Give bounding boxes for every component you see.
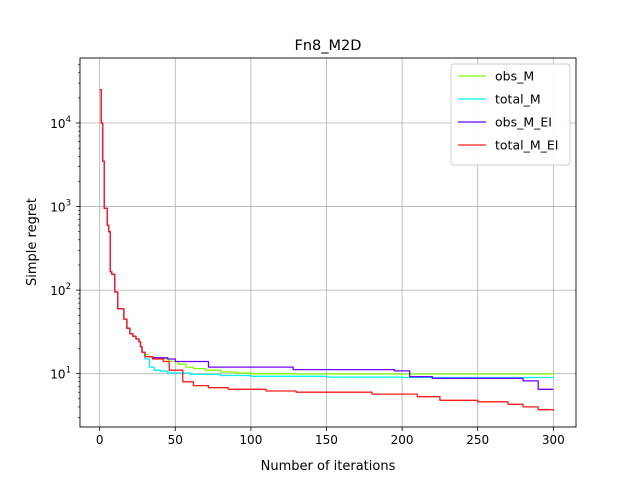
x-axis-label: Number of iterations <box>261 459 396 474</box>
legend-label-obs-m-ei: obs_M_EI <box>495 115 552 130</box>
x-tick-label: 200 <box>391 433 414 447</box>
y-tick-label: 102 <box>50 282 71 298</box>
legend-label-total-m-ei: total_M_EI <box>495 138 558 153</box>
x-tick-label: 100 <box>239 433 262 447</box>
y-tick-label: 101 <box>50 366 71 382</box>
series-line-total-m-ei <box>99 89 554 411</box>
y-axis-label: Simple regret <box>25 198 40 286</box>
y-tick-exponent: 4 <box>66 115 71 125</box>
x-tick-label: 50 <box>168 433 183 447</box>
x-tick-label: 300 <box>542 433 565 447</box>
y-tick-label: 103 <box>50 199 71 215</box>
y-tick-exponent: 1 <box>66 366 71 376</box>
y-tick-exponent: 3 <box>66 199 71 209</box>
x-tick-label: 0 <box>96 433 104 447</box>
legend-label-obs-m: obs_M <box>495 69 534 84</box>
y-tick-base: 10 <box>50 368 65 382</box>
y-tick-base: 10 <box>50 201 65 215</box>
y-tick-exponent: 2 <box>66 282 71 292</box>
chart-title: Fn8_M2D <box>295 38 362 54</box>
y-tick-base: 10 <box>50 117 65 131</box>
legend-label-total-m: total_M <box>495 92 541 107</box>
y-tick-label: 104 <box>50 115 71 131</box>
plot-area-frame <box>79 57 577 428</box>
series-layer <box>99 89 554 411</box>
x-tick-label: 250 <box>466 433 489 447</box>
legend-frame <box>450 63 571 166</box>
legend: obs_M total_M obs_M_EI total_M_EI <box>450 63 571 166</box>
x-tick-label: 150 <box>315 433 338 447</box>
y-tick-base: 10 <box>50 284 65 298</box>
